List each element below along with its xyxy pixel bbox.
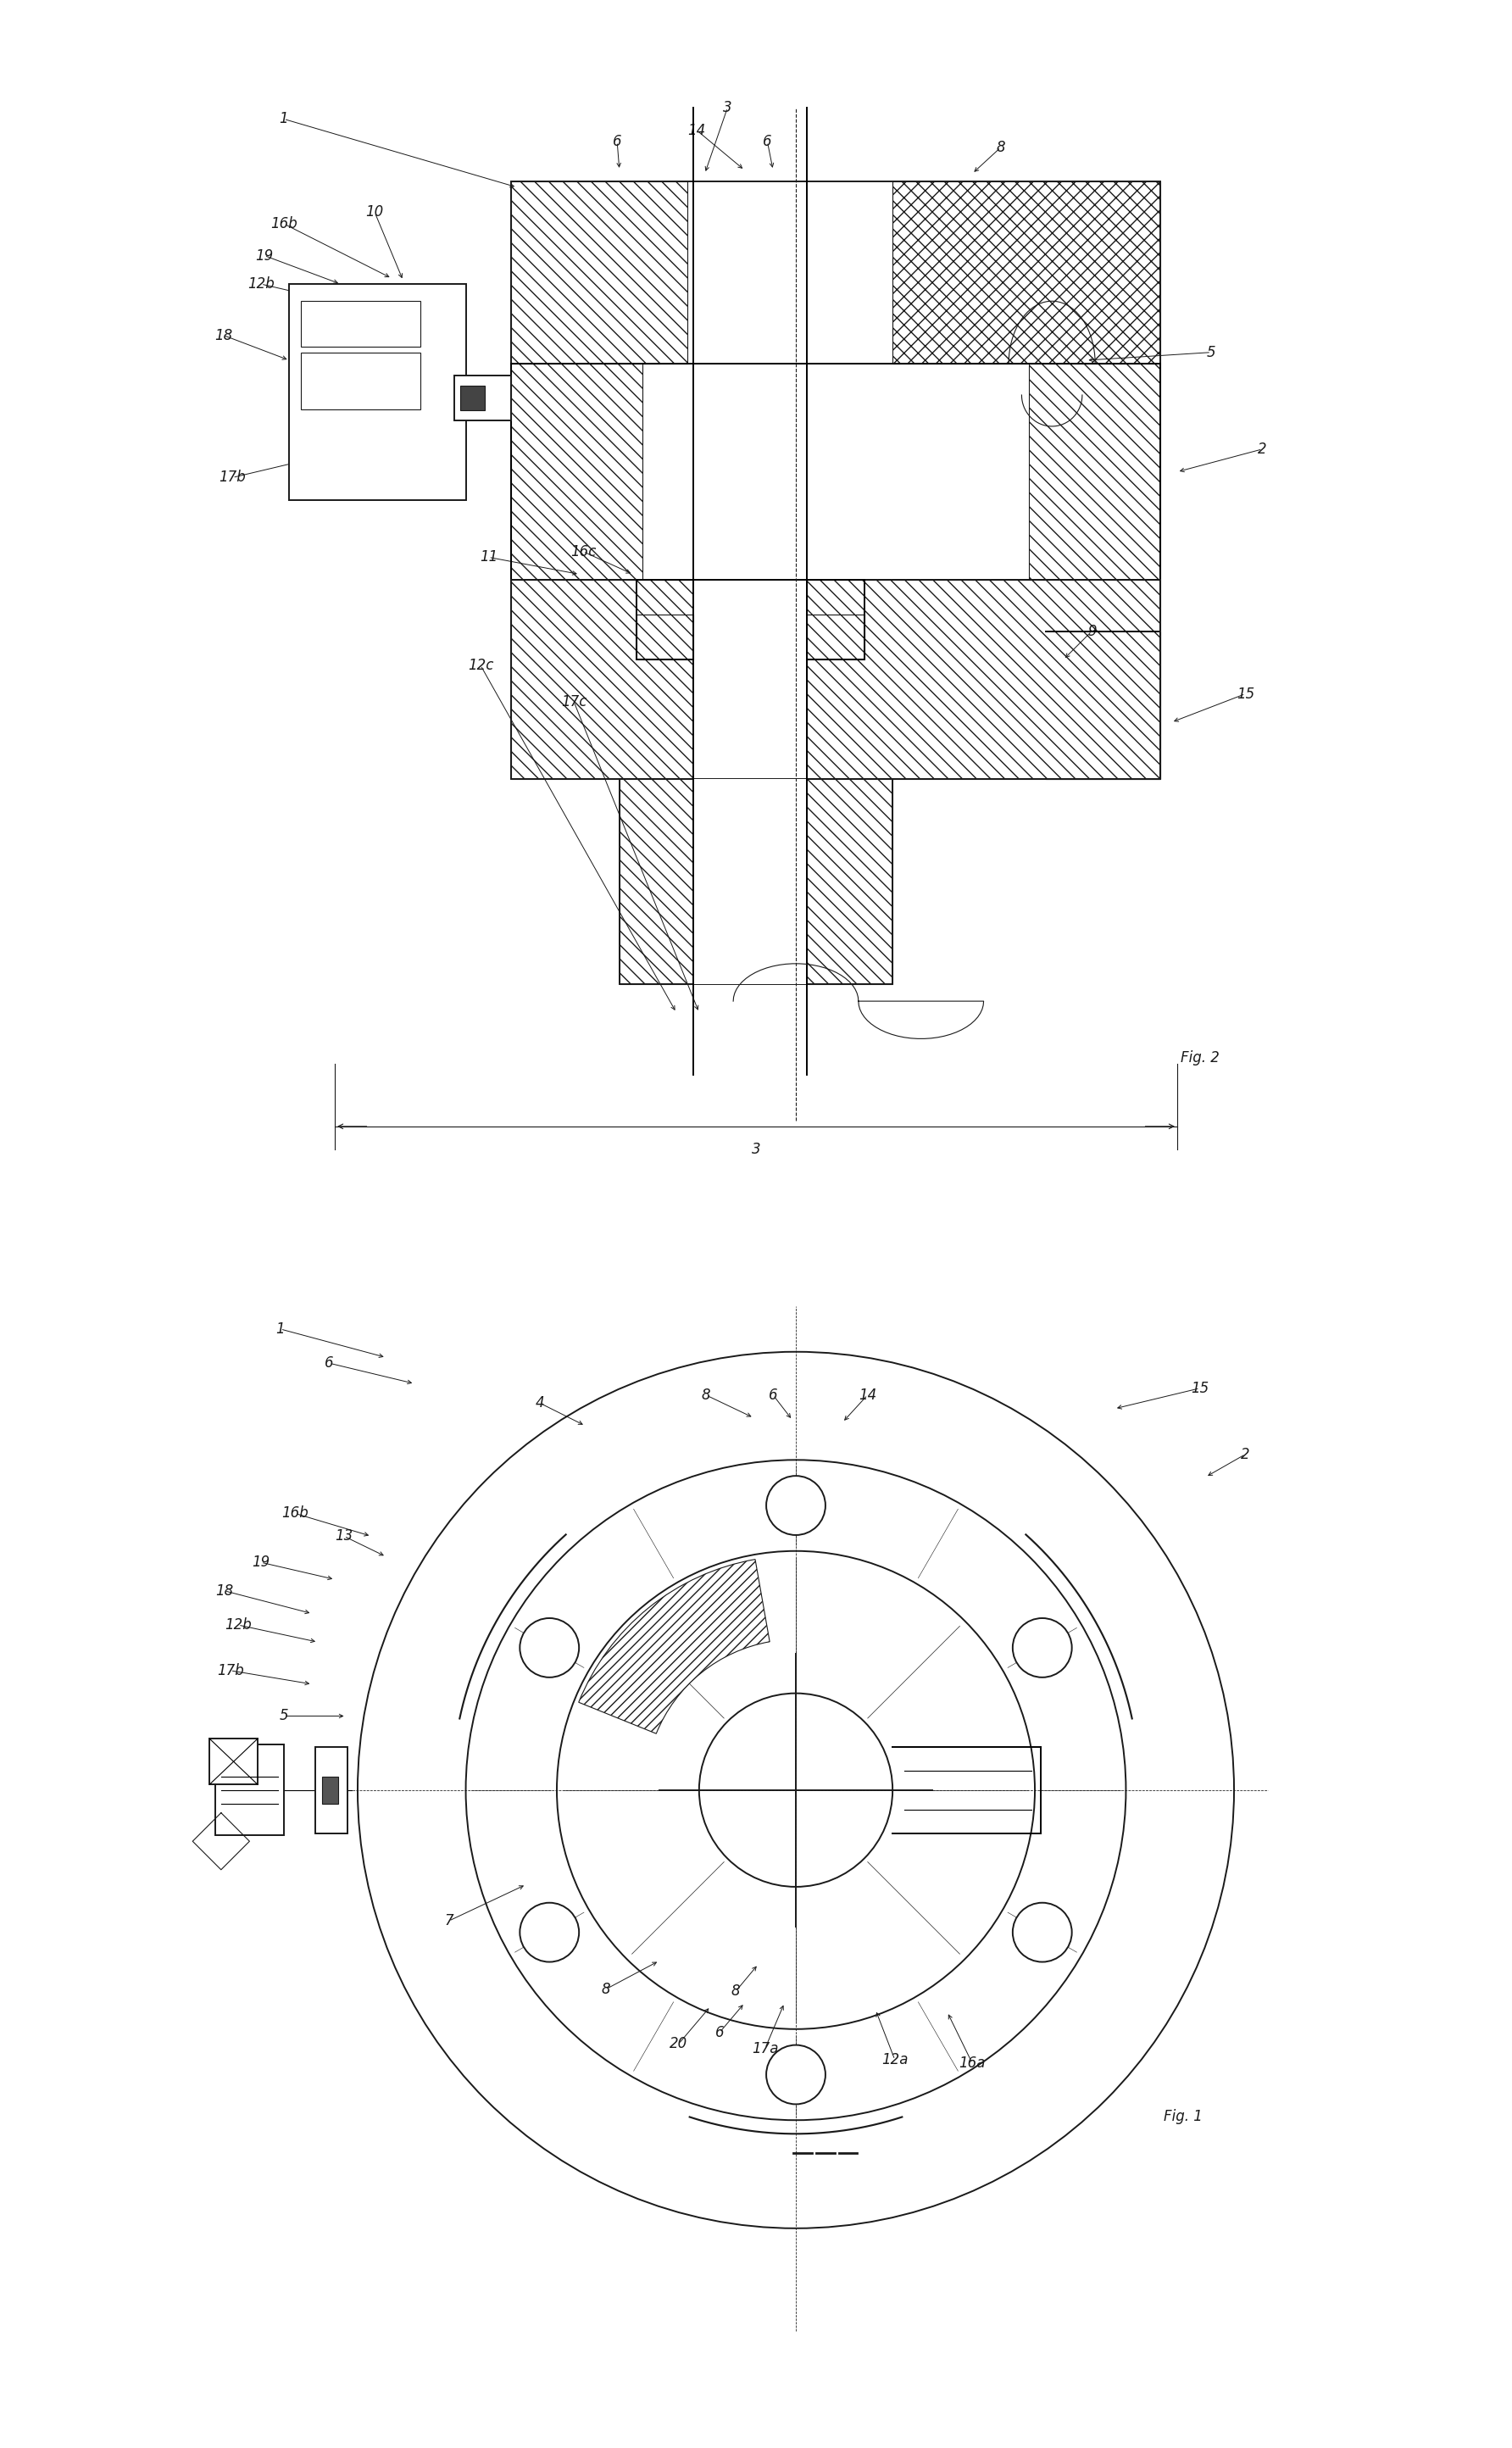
Bar [322, 1777, 339, 1804]
Text: 12b: 12b [248, 277, 274, 291]
Text: 12c: 12c [467, 659, 493, 673]
Bar [511, 580, 694, 778]
Text: 2: 2 [1258, 441, 1267, 458]
Text: 9: 9 [1087, 624, 1096, 639]
Bar [210, 1738, 257, 1785]
Text: 4: 4 [370, 387, 380, 401]
Bar [694, 778, 807, 984]
Text: 18: 18 [215, 328, 233, 343]
Text: 13: 13 [336, 1528, 352, 1545]
Text: 4: 4 [535, 1395, 544, 1410]
Bar [301, 353, 420, 409]
Bar [215, 1745, 284, 1836]
Wedge shape [579, 1559, 770, 1733]
Text: 8: 8 [730, 1983, 739, 2000]
Text: 3: 3 [723, 100, 732, 115]
Text: 14: 14 [859, 1388, 877, 1403]
Bar [511, 181, 688, 365]
Text: 1: 1 [275, 1322, 284, 1337]
Text: 19: 19 [253, 1554, 271, 1569]
Bar [637, 614, 694, 659]
Bar [511, 580, 694, 778]
Text: 16b: 16b [281, 1506, 308, 1520]
Text: 6: 6 [768, 1388, 777, 1403]
Bar [620, 778, 892, 984]
Text: 8: 8 [602, 1980, 611, 1998]
Bar [455, 375, 511, 421]
Text: 11: 11 [479, 551, 497, 565]
Text: 6: 6 [612, 135, 621, 149]
Text: 20: 20 [670, 2037, 688, 2051]
Text: 16c: 16c [570, 543, 596, 558]
Text: 7: 7 [445, 1914, 454, 1929]
Text: 12b: 12b [225, 1618, 251, 1633]
Text: 18: 18 [216, 1584, 233, 1599]
Circle shape [520, 1618, 579, 1677]
Circle shape [1013, 1902, 1072, 1961]
Circle shape [767, 1476, 826, 1535]
Text: 5: 5 [1207, 345, 1216, 360]
Text: 10: 10 [366, 206, 384, 220]
Bar [511, 365, 643, 580]
Text: 13: 13 [302, 353, 321, 367]
Bar [316, 1748, 348, 1834]
Text: 6: 6 [325, 1356, 334, 1371]
Bar [460, 384, 485, 411]
Bar [511, 181, 1160, 365]
Text: 19: 19 [256, 247, 274, 264]
Text: 12a: 12a [881, 2051, 909, 2069]
Text: 16b: 16b [271, 215, 298, 230]
Circle shape [520, 1902, 579, 1961]
Bar [807, 580, 1160, 778]
Bar [301, 301, 420, 348]
Text: 5: 5 [280, 1709, 289, 1723]
Text: 17b: 17b [216, 1662, 243, 1679]
Bar [807, 614, 865, 659]
Bar [289, 284, 466, 499]
Text: 6: 6 [715, 2024, 724, 2039]
Circle shape [1013, 1618, 1072, 1677]
Text: 3: 3 [751, 1141, 761, 1158]
Bar [694, 778, 807, 984]
Text: 17c: 17c [561, 695, 587, 710]
Text: 8: 8 [702, 1388, 711, 1403]
Text: 6: 6 [764, 135, 773, 149]
Text: 15: 15 [1237, 685, 1255, 703]
Circle shape [767, 2044, 826, 2105]
Text: 2: 2 [1241, 1447, 1250, 1461]
Bar [694, 108, 807, 1075]
Text: 15: 15 [1191, 1381, 1210, 1395]
Text: 1: 1 [280, 110, 289, 127]
Text: 14: 14 [688, 122, 706, 137]
Bar [694, 365, 807, 580]
Text: 17b: 17b [219, 470, 246, 485]
Text: 8: 8 [996, 140, 1005, 154]
Bar [807, 580, 1160, 778]
Bar [892, 181, 1160, 365]
Bar [620, 778, 892, 984]
Bar [1046, 632, 1160, 778]
Text: 17a: 17a [751, 2042, 779, 2056]
Bar [1030, 365, 1160, 580]
Text: Fig. 1: Fig. 1 [1163, 2110, 1202, 2125]
Text: 16a: 16a [959, 2056, 986, 2071]
Text: Fig. 2: Fig. 2 [1181, 1050, 1219, 1065]
